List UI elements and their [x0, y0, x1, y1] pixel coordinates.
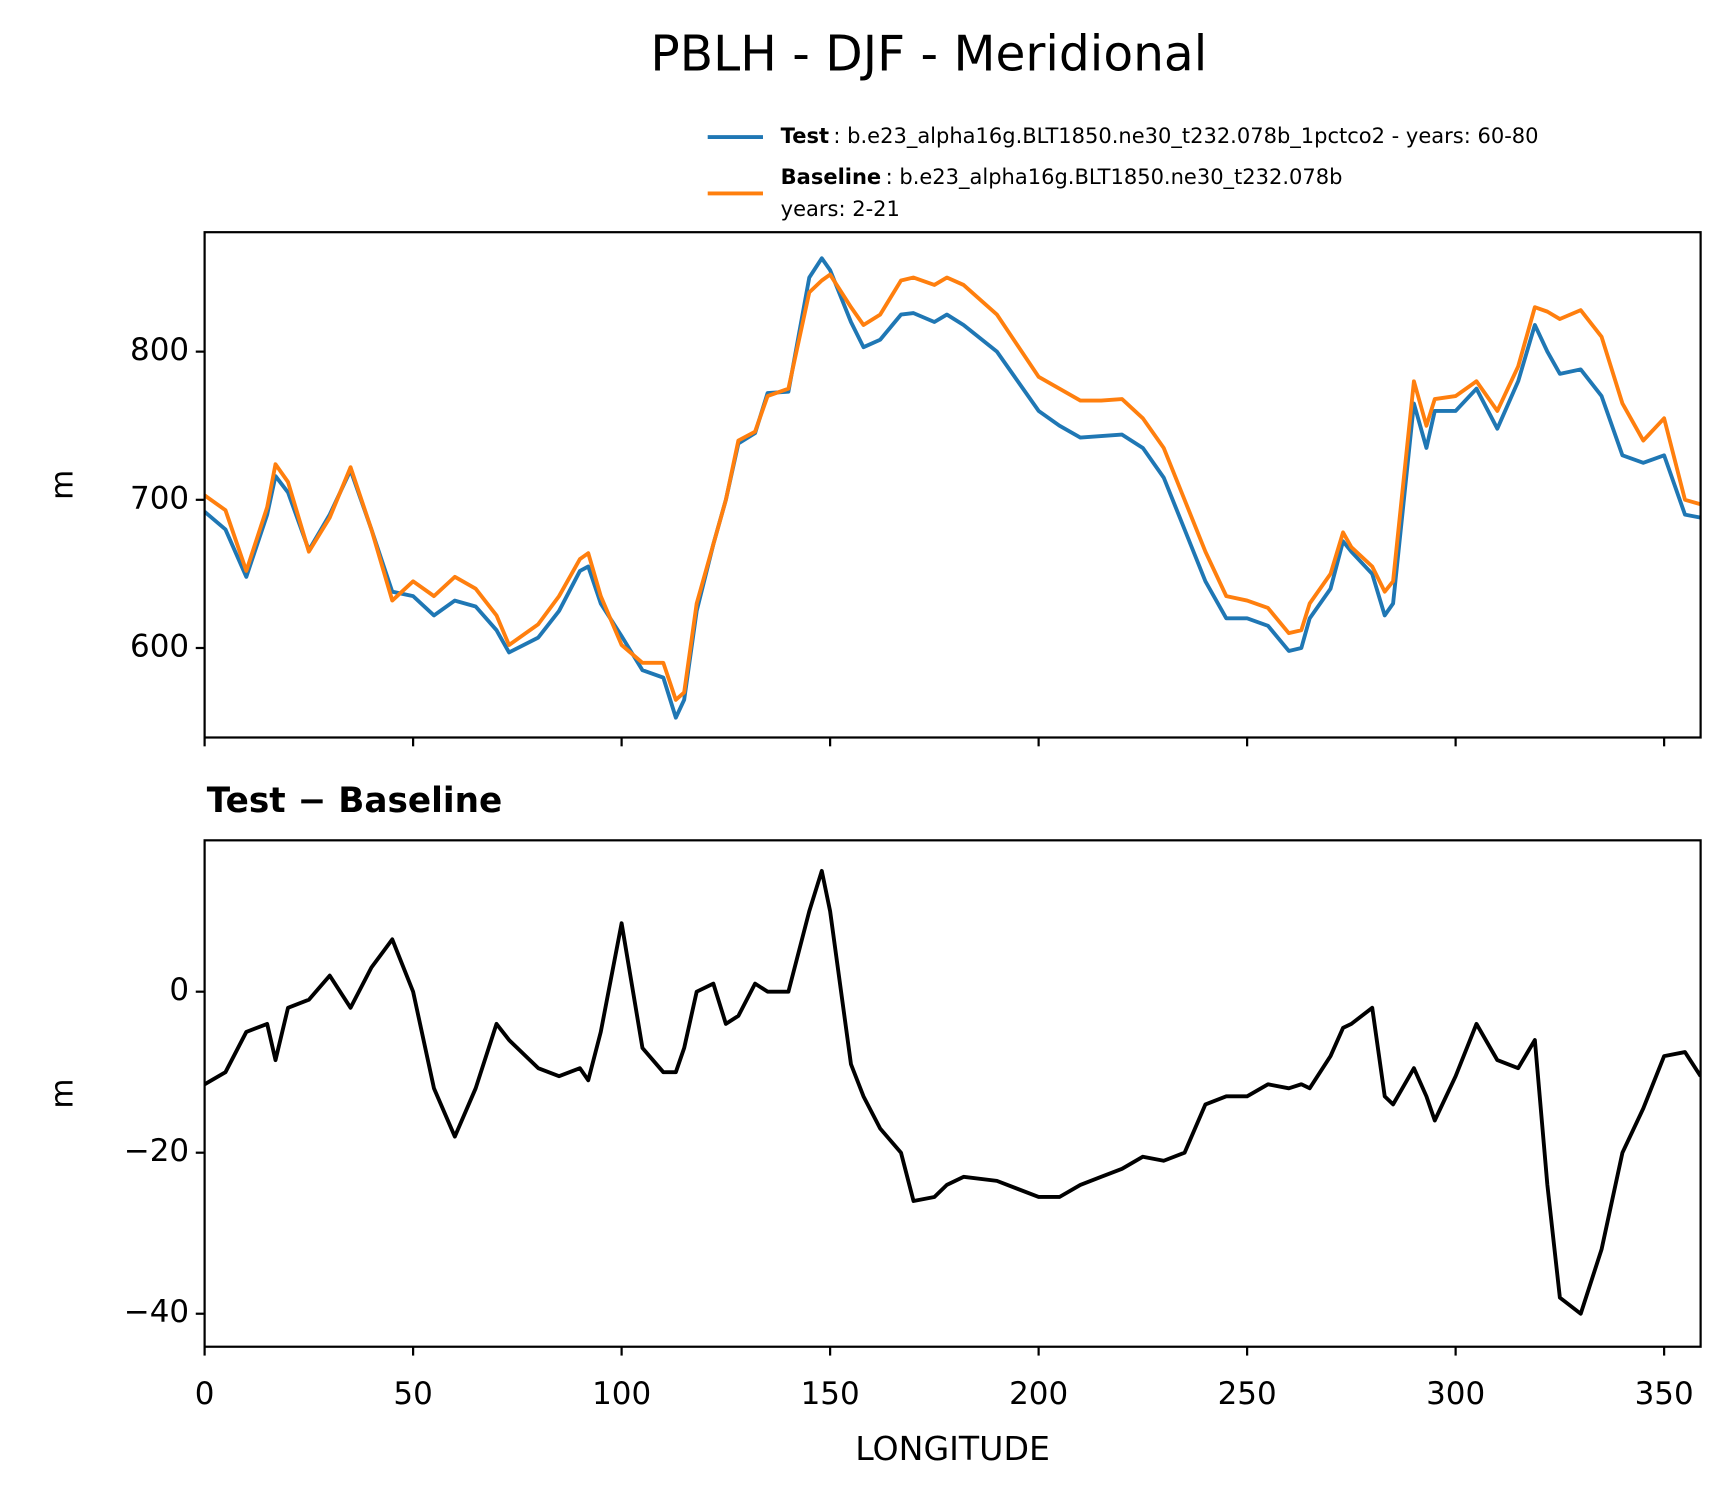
legend-description: years: 2-21	[781, 197, 900, 221]
y-tick-label: −20	[124, 1133, 189, 1169]
y-axis-label: m	[45, 1078, 81, 1108]
x-tick-label: 0	[195, 1376, 215, 1412]
x-tick-label: 200	[1009, 1376, 1068, 1412]
legend-entry: Baseline: b.e23_alpha16g.BLT1850.ne30_t2…	[781, 165, 1343, 190]
x-tick-label: 150	[801, 1376, 860, 1412]
data-line	[204, 272, 1701, 702]
y-axis-label: m	[45, 470, 81, 500]
x-tick-label: 350	[1635, 1376, 1694, 1412]
y-tick-label: 0	[169, 972, 189, 1008]
x-tick-label: 100	[592, 1376, 651, 1412]
y-tick-label: −40	[124, 1294, 189, 1330]
axes-frame	[203, 231, 1702, 739]
legend-entry: Test: b.e23_alpha16g.BLT1850.ne30_t232.0…	[781, 124, 1539, 149]
y-tick-label: 600	[130, 628, 189, 664]
x-axis-label: LONGITUDE	[855, 1429, 1050, 1468]
legend-name: Baseline	[781, 165, 882, 189]
y-tick-label: 700	[130, 480, 189, 516]
legend-description: : b.e23_alpha16g.BLT1850.ne30_t232.078b	[886, 165, 1343, 190]
legend-name: Test	[781, 124, 829, 148]
chart-title: PBLH - DJF - Meridional	[650, 26, 1207, 82]
x-tick-label: 300	[1426, 1376, 1485, 1412]
panel-title: Test − Baseline	[207, 781, 502, 821]
legend-description: : b.e23_alpha16g.BLT1850.ne30_t232.078b_…	[833, 124, 1538, 149]
y-tick-label: 800	[130, 332, 189, 368]
x-tick-label: 250	[1218, 1376, 1277, 1412]
data-line	[204, 256, 1701, 720]
axes-frame	[203, 839, 1702, 1348]
data-line	[204, 868, 1701, 1316]
x-tick-label: 50	[393, 1376, 432, 1412]
